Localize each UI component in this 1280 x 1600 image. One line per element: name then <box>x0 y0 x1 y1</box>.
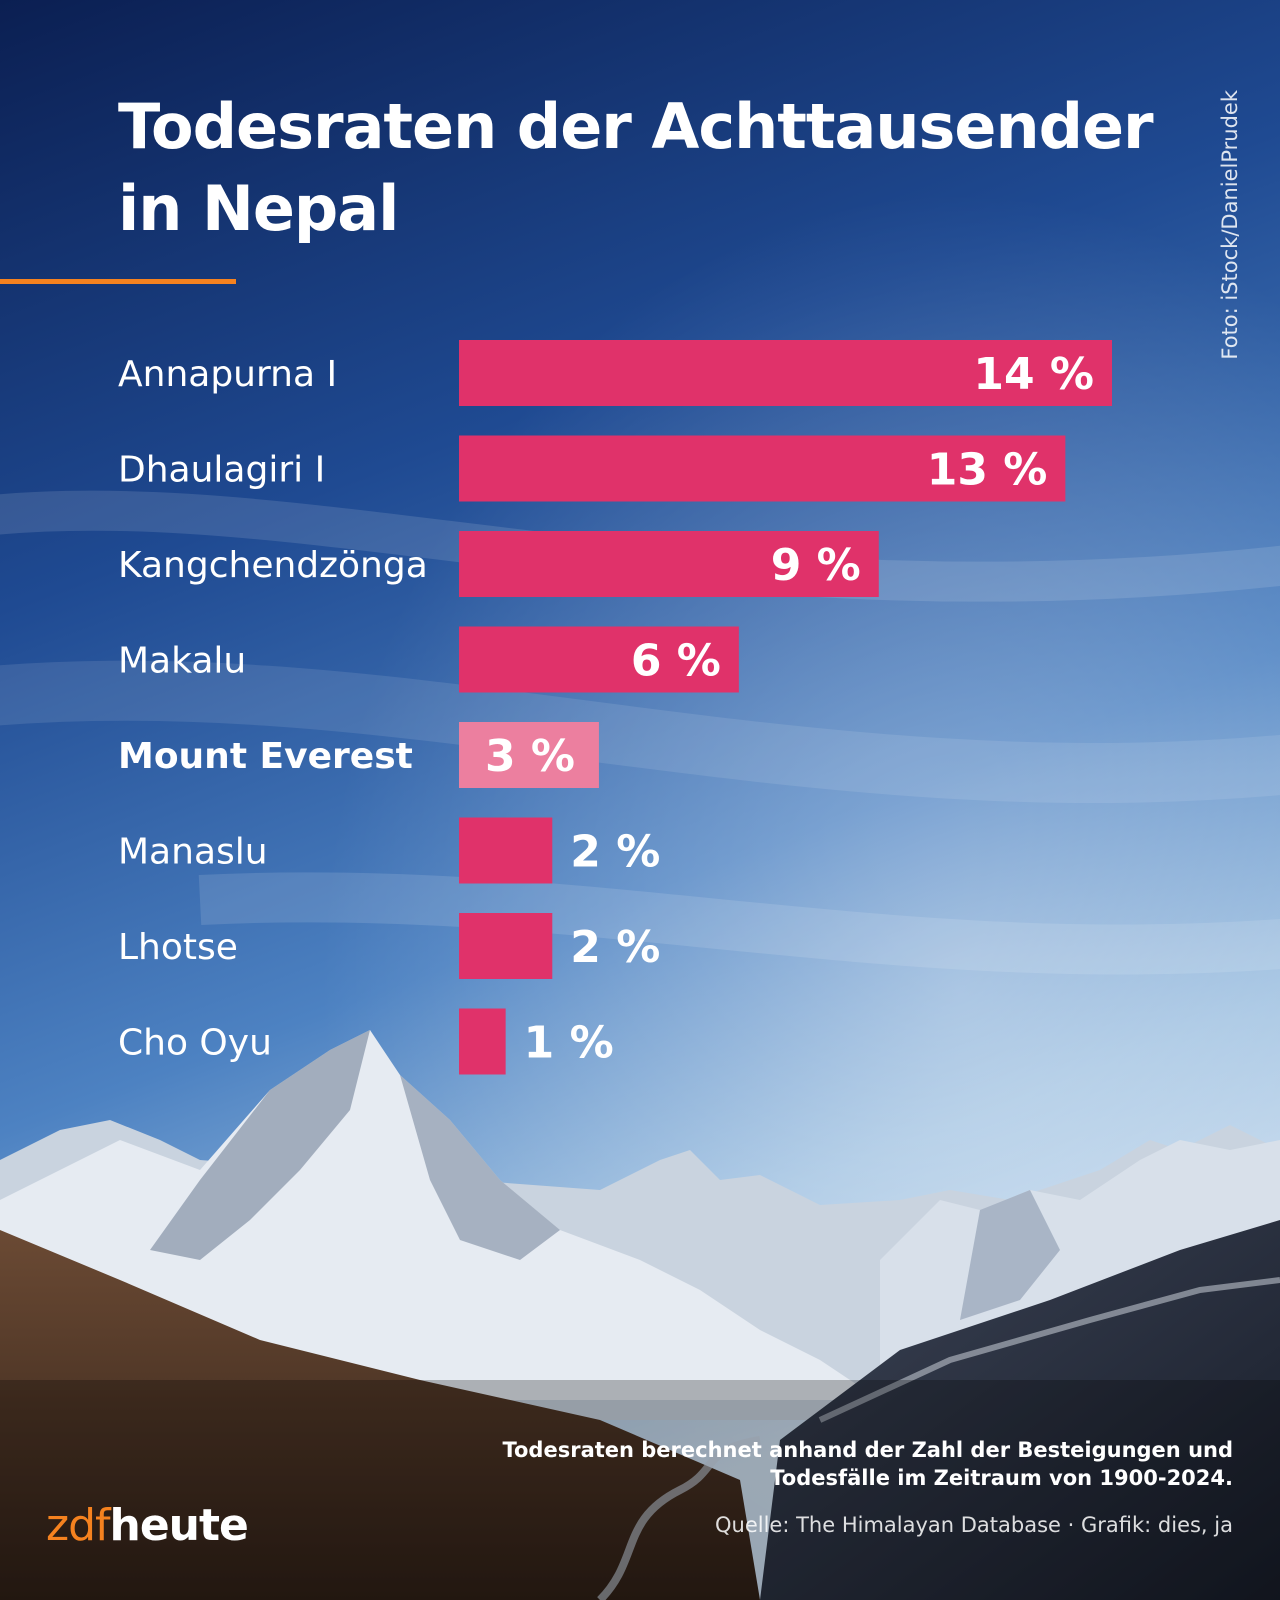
category-label: Makalu <box>118 641 246 682</box>
category-label: Kangchendzönga <box>118 545 428 586</box>
bar <box>459 1008 506 1075</box>
bar <box>459 340 1112 406</box>
footnote: Todesraten berechnet anhand der Zahl der… <box>473 1436 1233 1492</box>
bar <box>459 913 553 979</box>
bar <box>459 531 879 597</box>
accent-line <box>0 279 236 284</box>
value-label: 14 % <box>973 349 1094 400</box>
value-label: 1 % <box>524 1018 614 1069</box>
bar <box>459 817 553 884</box>
value-label: 2 % <box>570 922 660 973</box>
logo-part-zdf: zdf <box>46 1500 111 1551</box>
chart-title-line-1: Todesraten der Achttausender <box>118 90 1154 163</box>
category-label: Lhotse <box>118 927 238 968</box>
value-label: 13 % <box>927 445 1048 496</box>
bar <box>459 435 1066 502</box>
source-credit: Quelle: The Himalayan Database · Grafik:… <box>715 1513 1233 1537</box>
category-label: Dhaulagiri I <box>118 450 325 491</box>
value-label: 3 % <box>485 731 575 782</box>
bar <box>459 626 739 693</box>
value-label: 9 % <box>771 540 861 591</box>
footnote-line-1: Todesraten berechnet anhand der Zahl der… <box>502 1438 1233 1462</box>
category-label: Manaslu <box>118 832 268 873</box>
logo-part-heute: heute <box>109 1500 249 1551</box>
category-label: Cho Oyu <box>118 1023 272 1064</box>
chart-title-line-2: in Nepal <box>118 172 399 245</box>
value-label: 2 % <box>570 827 660 878</box>
bar <box>459 722 599 788</box>
footnote-line-2: Todesfälle im Zeitraum von 1900-2024. <box>770 1466 1233 1490</box>
value-label: 6 % <box>631 636 721 687</box>
chart-title: Todesraten der Achttausender in Nepal <box>118 86 1168 250</box>
bar-chart: Annapurna I 14 % Dhaulagiri I 13 % Kangchend… <box>118 340 1112 1075</box>
category-label: Mount Everest <box>118 736 413 777</box>
zdfheute-logo: zdfheute <box>46 1500 249 1551</box>
category-label: Annapurna I <box>118 354 337 395</box>
